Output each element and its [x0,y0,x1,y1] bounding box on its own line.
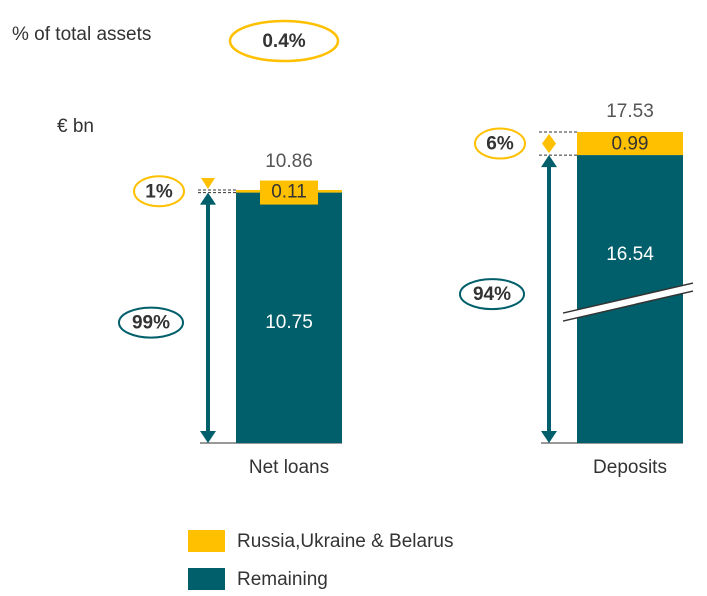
value-label: 10.75 [265,312,313,333]
legend-label: Remaining [237,569,328,590]
axis-break [562,290,694,322]
assets-label: % of total assets [12,24,151,45]
total-label: 17.53 [606,101,654,122]
value-label: 16.54 [606,244,654,265]
share-ring [133,175,185,208]
share-label: 99% [132,313,170,334]
bar-segment [236,192,342,443]
share-ring [474,127,526,160]
total-label: 10.86 [265,151,313,172]
value-label: 0.99 [612,134,649,155]
assets-share-ring [228,19,340,63]
share-label: 6% [486,134,514,155]
legend-label: Russia,Ukraine & Belarus [237,531,453,552]
axis-break [562,282,694,314]
share-label: 94% [473,284,511,305]
assets-share: 0.4% [262,31,305,52]
bar-segment [577,132,683,156]
share-ring [118,306,184,339]
value-label: 0.11 [271,182,307,203]
share-ring [459,278,525,311]
legend-swatch [188,568,225,590]
x-tick-label: Deposits [593,457,667,478]
arrow-head [201,178,215,189]
axis-break [563,283,693,322]
arrow-head [200,431,216,443]
arrow-head [542,134,556,154]
arrow-head [541,431,557,443]
unit-label: € bn [57,116,94,137]
arrow-head [541,155,557,168]
value-label-box [260,180,318,205]
arrow-head [201,193,215,205]
legend-swatch [188,530,225,552]
x-tick-label: Net loans [249,457,329,478]
share-label: 1% [145,181,173,202]
